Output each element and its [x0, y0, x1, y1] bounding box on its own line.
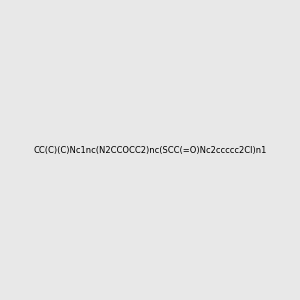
Text: CC(C)(C)Nc1nc(N2CCOCC2)nc(SCC(=O)Nc2ccccc2Cl)n1: CC(C)(C)Nc1nc(N2CCOCC2)nc(SCC(=O)Nc2cccc… [33, 146, 267, 154]
